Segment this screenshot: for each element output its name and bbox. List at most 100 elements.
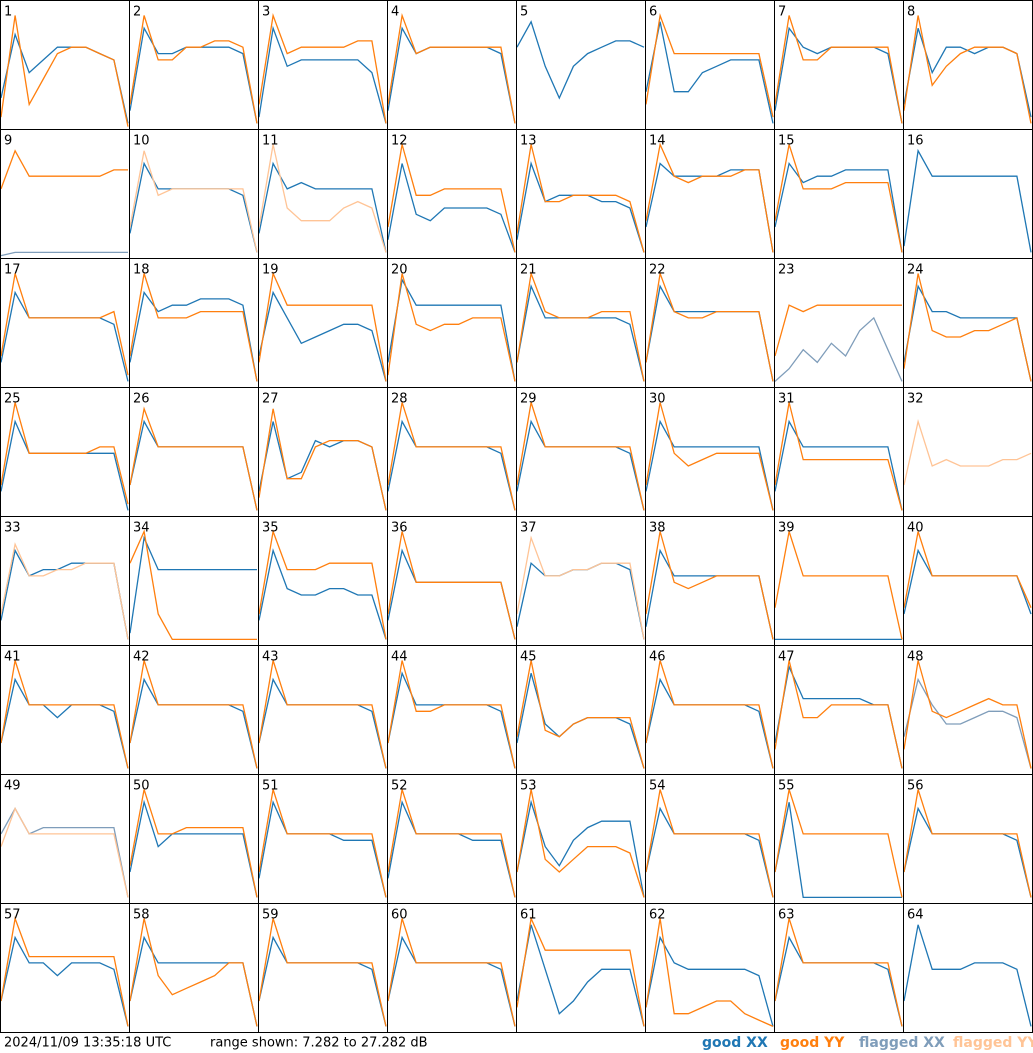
panel-frame xyxy=(645,129,775,259)
spectrum-xx xyxy=(645,677,774,769)
spectrum-yy xyxy=(774,144,903,253)
spectrum-yy xyxy=(516,270,645,382)
panel-frame xyxy=(129,0,259,130)
spectrum-yy xyxy=(516,789,645,898)
panel-label: 53 xyxy=(520,779,537,794)
spectrum-yy xyxy=(129,406,258,511)
panel-frame xyxy=(516,516,646,646)
panel-label: 19 xyxy=(262,263,279,278)
spectrum-yy xyxy=(0,149,128,190)
panel-label: 13 xyxy=(520,134,537,149)
panel-frame xyxy=(258,516,388,646)
panel-label: 52 xyxy=(391,779,408,794)
spectrum-xx xyxy=(645,284,774,382)
spectrum-yy xyxy=(258,918,387,1027)
panel-label: 55 xyxy=(778,779,795,794)
spectrum-xx xyxy=(129,935,258,1027)
spectrum-yy xyxy=(387,918,516,1027)
spectrum-xx xyxy=(387,26,516,124)
spectrum-yy xyxy=(774,918,903,1027)
spectrum-xx xyxy=(129,677,258,769)
spectrum-yy xyxy=(258,144,387,253)
panel-label: 1 xyxy=(4,5,12,20)
spectrum-yy xyxy=(0,915,129,1027)
panel-label: 32 xyxy=(907,392,924,407)
spectrum-yy xyxy=(516,535,645,640)
panel-frame xyxy=(516,774,646,904)
spectrum-yy xyxy=(903,531,1032,608)
spectrum-yy xyxy=(0,402,129,505)
spectrum-yy xyxy=(903,418,1032,486)
panel-label: 25 xyxy=(4,392,21,407)
spectrum-xx xyxy=(645,935,774,1027)
panel-label: 9 xyxy=(4,134,12,149)
spectrum-xx xyxy=(903,924,1032,1027)
panel-frame xyxy=(258,0,388,130)
spectrum-xx xyxy=(0,290,129,382)
panel-frame xyxy=(903,516,1033,646)
panel-frame xyxy=(903,0,1033,130)
panel-frame xyxy=(903,387,1033,517)
spectrum-xx xyxy=(516,924,645,1027)
spectrum-xx xyxy=(0,677,129,769)
spectrum-xx xyxy=(774,935,903,1027)
panel-frame xyxy=(903,129,1033,259)
panel-label: 54 xyxy=(649,779,666,794)
panel-frame xyxy=(774,0,904,130)
panel-label: 51 xyxy=(262,779,279,794)
spectrum-yy xyxy=(129,529,257,641)
spectrum-xx xyxy=(129,161,258,253)
panel-frame xyxy=(774,645,904,775)
spectrum-yy xyxy=(516,144,645,253)
panel-label: 61 xyxy=(520,908,537,923)
spectrum-yy xyxy=(903,273,1032,382)
panel-frame xyxy=(645,0,775,130)
panel-label: 34 xyxy=(133,521,150,536)
panel-frame xyxy=(129,516,259,646)
panel-frame xyxy=(387,129,517,259)
spectrum-xx xyxy=(774,316,903,382)
spectrum-xx xyxy=(258,548,387,640)
panel-frame xyxy=(903,645,1033,775)
spectrum-xx xyxy=(387,163,516,253)
panel-label: 57 xyxy=(4,908,21,923)
panel-label: 41 xyxy=(4,650,21,665)
spectrum-xx xyxy=(0,807,129,898)
panel-label: 5 xyxy=(520,5,528,20)
spectrum-xx xyxy=(387,277,516,382)
panel-frame xyxy=(129,903,259,1033)
spectrum-xx xyxy=(903,548,1032,615)
spectrum-yy xyxy=(258,408,387,511)
panel-label: 29 xyxy=(520,392,537,407)
spectrum-xx xyxy=(903,148,1032,253)
spectrum-yy xyxy=(387,531,516,640)
panel-label: 10 xyxy=(133,134,150,149)
legend-entry: flagged XX xyxy=(859,1035,945,1051)
panel-frame xyxy=(0,0,130,130)
panel-frame xyxy=(645,516,775,646)
panel-label: 48 xyxy=(907,650,924,665)
spectrum-xx xyxy=(516,419,645,511)
spectrum-yy xyxy=(645,142,774,253)
panel-label: 2 xyxy=(133,5,141,20)
panel-frame xyxy=(516,129,646,259)
spectrum-xx xyxy=(774,161,903,253)
panel-label: 23 xyxy=(778,263,795,278)
panel-label: 37 xyxy=(520,521,537,536)
panel-label: 45 xyxy=(520,650,537,665)
panel-frame xyxy=(129,387,259,517)
panel-label: 14 xyxy=(649,134,666,149)
panel-label: 40 xyxy=(907,521,924,536)
spectrum-xx xyxy=(129,535,257,634)
panel-label: 56 xyxy=(907,779,924,794)
panel-label: 49 xyxy=(4,779,21,794)
panel-frame xyxy=(774,516,904,646)
spectrum-yy xyxy=(258,660,387,769)
panel-label: 39 xyxy=(778,521,795,536)
panel-label: 24 xyxy=(907,263,924,278)
spectrum-yy xyxy=(129,273,258,382)
spectrum-yy xyxy=(903,789,1032,898)
spectrum-xx xyxy=(903,284,1032,382)
panel-label: 60 xyxy=(391,908,408,923)
panel-label: 43 xyxy=(262,650,279,665)
